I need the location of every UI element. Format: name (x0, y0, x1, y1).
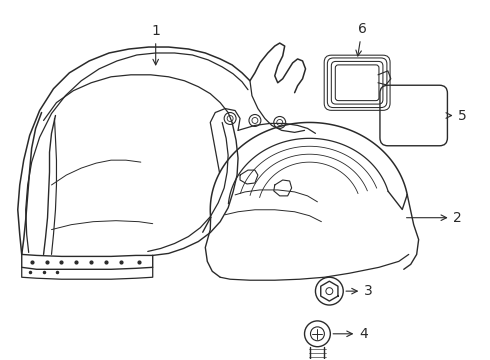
Text: 2: 2 (407, 211, 462, 225)
Text: 5: 5 (446, 108, 467, 122)
Text: 1: 1 (151, 24, 160, 65)
Text: 6: 6 (356, 22, 367, 56)
Text: 4: 4 (333, 327, 368, 341)
Text: 3: 3 (346, 284, 373, 298)
